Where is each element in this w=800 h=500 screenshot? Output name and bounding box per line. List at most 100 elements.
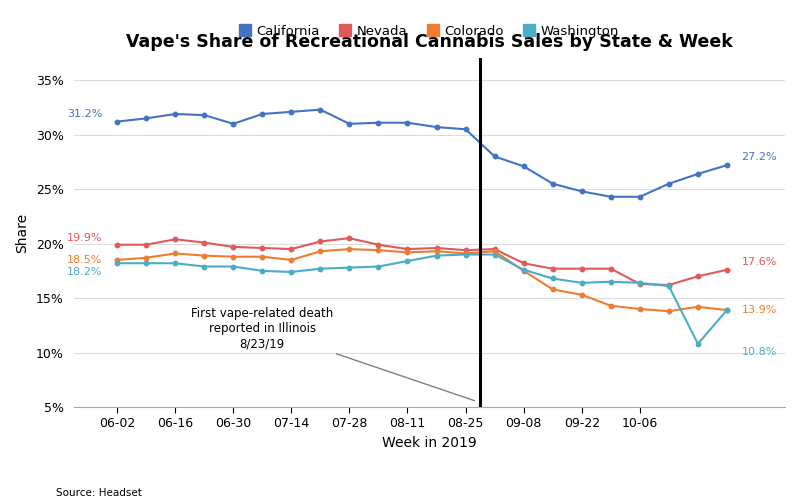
Colorado [315,248,325,254]
Line: Washington: Washington [115,252,729,346]
Text: 27.2%: 27.2% [742,152,777,162]
X-axis label: Week in 2019: Week in 2019 [382,436,477,450]
Washington [199,264,209,270]
Nevada [345,235,354,241]
Colorado [374,247,383,253]
Washington [461,252,470,258]
Washington [170,260,180,266]
Colorado [199,252,209,258]
Nevada [461,247,470,253]
California [112,118,122,124]
California [519,164,529,170]
Colorado [345,246,354,252]
California [402,120,412,126]
California [490,154,499,160]
Text: First vape-related death
reported in Illinois
8/23/19: First vape-related death reported in Ill… [191,307,474,400]
Nevada [693,274,702,280]
Nevada [142,242,151,248]
Colorado [258,254,267,260]
Washington [519,267,529,273]
California [548,180,558,186]
Text: Source: Headset: Source: Headset [56,488,142,498]
California [693,171,702,177]
Nevada [170,236,180,242]
Colorado [606,302,615,308]
Nevada [258,245,267,251]
California [142,116,151,121]
Washington [635,280,645,286]
Nevada [664,282,674,288]
Washington [345,264,354,270]
Colorado [286,257,296,263]
Text: 19.9%: 19.9% [67,232,102,242]
Nevada [432,245,442,251]
Washington [693,341,702,347]
Washington [315,266,325,272]
Text: 18.2%: 18.2% [67,266,102,276]
Line: California: California [115,108,729,199]
California [606,194,615,200]
Colorado [461,250,470,256]
Text: 17.6%: 17.6% [742,256,777,266]
Y-axis label: Share: Share [15,212,29,253]
California [286,109,296,115]
Nevada [315,238,325,244]
Nevada [286,246,296,252]
California [461,126,470,132]
California [345,121,354,127]
Colorado [142,255,151,261]
Nevada [402,246,412,252]
Nevada [606,266,615,272]
Nevada [635,281,645,287]
Nevada [374,242,383,248]
Text: 13.9%: 13.9% [742,305,777,315]
California [315,106,325,112]
Colorado [577,292,586,298]
Washington [402,258,412,264]
Colorado [664,308,674,314]
Washington [112,260,122,266]
California [577,188,586,194]
Nevada [577,266,586,272]
Washington [577,280,586,286]
Washington [722,307,732,313]
California [432,124,442,130]
Colorado [112,257,122,263]
California [170,111,180,117]
California [229,121,238,127]
Text: 10.8%: 10.8% [742,347,777,357]
Colorado [693,304,702,310]
Nevada [199,240,209,246]
California [635,194,645,200]
Colorado [519,268,529,274]
Nevada [519,260,529,266]
Text: 18.5%: 18.5% [67,255,102,265]
Washington [258,268,267,274]
Washington [286,269,296,275]
Colorado [635,306,645,312]
Line: Colorado: Colorado [115,247,729,314]
Nevada [722,267,732,273]
Washington [490,252,499,258]
California [258,111,267,117]
Colorado [432,248,442,254]
California [722,162,732,168]
Colorado [229,254,238,260]
Washington [374,264,383,270]
Nevada [548,266,558,272]
California [374,120,383,126]
Nevada [490,246,499,252]
Colorado [490,248,499,254]
Colorado [722,307,732,313]
Legend: California, Nevada, Colorado, Washington: California, Nevada, Colorado, Washington [234,20,625,44]
Line: Nevada: Nevada [115,236,729,287]
Washington [606,279,615,285]
California [664,180,674,186]
Washington [548,276,558,281]
Washington [229,264,238,270]
Title: Vape's Share of Recreational Cannabis Sales by State & Week: Vape's Share of Recreational Cannabis Sa… [126,34,733,52]
Washington [142,260,151,266]
Text: 31.2%: 31.2% [67,110,102,120]
Washington [664,283,674,289]
Washington [432,252,442,258]
